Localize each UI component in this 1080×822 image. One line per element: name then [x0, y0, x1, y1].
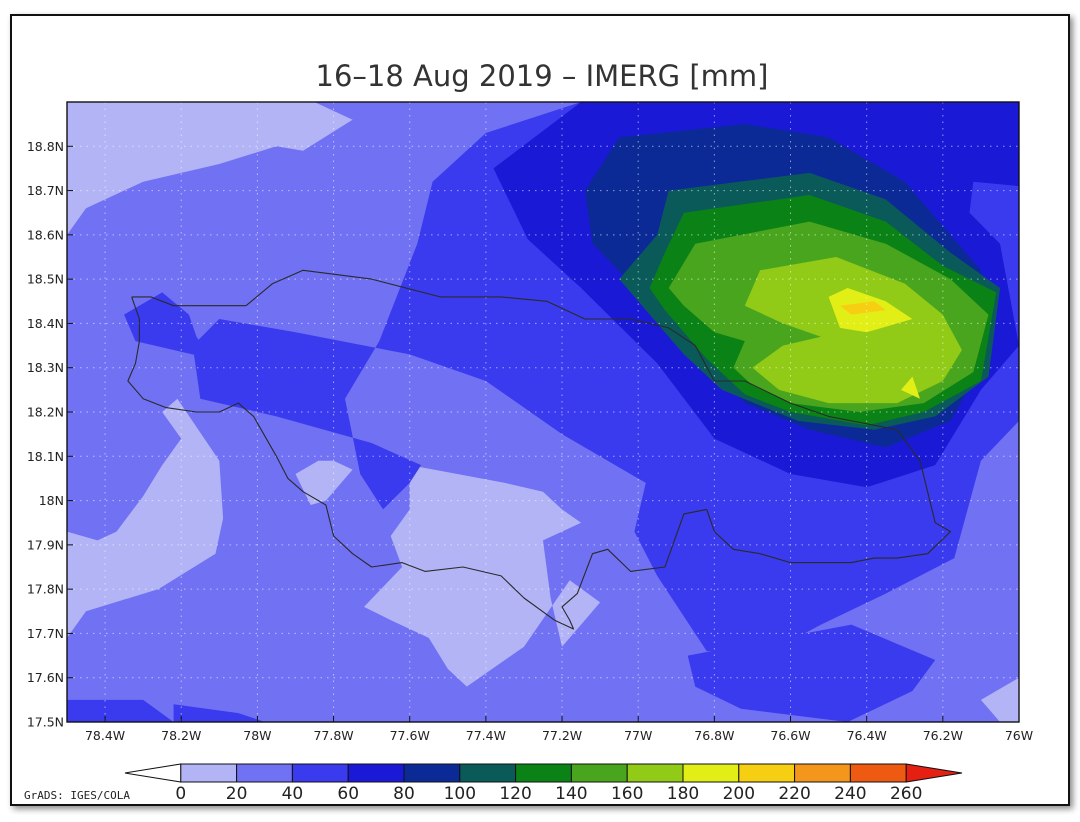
x-tick-label: 76.6W [770, 728, 810, 743]
colorbar: 0 20 40 60 80 100 120 140 160 180 200 220 240 260 [124, 763, 963, 804]
colorbar-level-label: 180 [667, 784, 699, 804]
colorbar-box [180, 763, 238, 783]
contour-fill-layer [67, 102, 1019, 722]
colorbar-box [849, 763, 907, 783]
colorbar-level-label: 260 [890, 784, 922, 804]
y-tick-label: 17.5N [27, 715, 64, 730]
y-axis: 18.8N 18.7N 18.6N 18.5N 18.4N 18.3N 18.2N 18.1N… [27, 139, 73, 730]
y-tick-label: 17.9N [27, 537, 64, 552]
colorbar-box [291, 763, 349, 783]
x-tick-label: 76.2W [923, 728, 963, 743]
y-tick-label: 18.2N [27, 405, 64, 420]
colorbar-level-label: 80 [393, 784, 415, 804]
colorbar-level-label: 120 [499, 784, 531, 804]
x-tick-label: 76.4W [847, 728, 887, 743]
colorbar-box [459, 763, 517, 783]
y-tick-label: 17.8N [27, 582, 64, 597]
contour-200-region [840, 301, 886, 315]
y-tick-label: 18N [39, 493, 64, 508]
contour-0-region [67, 398, 224, 638]
contour-0-region [980, 677, 1019, 722]
colorbar-box [403, 763, 461, 783]
colorbar-level-label: 40 [282, 784, 304, 804]
y-tick-label: 18.3N [27, 360, 64, 375]
colorbar-box [347, 763, 405, 783]
contour-40-region [687, 624, 936, 722]
colorbar-box [682, 763, 740, 783]
x-tick-label: 78.4W [85, 728, 125, 743]
colorbar-level-label: 140 [555, 784, 587, 804]
colorbar-level-label: 200 [723, 784, 755, 804]
contour-0-region [67, 102, 353, 235]
contour-0-region [364, 465, 601, 687]
x-axis: 78.4W 78.2W 78W 77.8W 77.6W 77.4W 77.2W 77W 76.8… [85, 716, 1033, 743]
x-tick-label: 76.8W [694, 728, 734, 743]
y-tick-label: 18.7N [27, 183, 64, 198]
x-tick-label: 77.6W [390, 728, 430, 743]
colorbar-box [515, 763, 572, 783]
x-tick-label: 78.2W [161, 728, 201, 743]
x-tick-label: 77.8W [313, 728, 353, 743]
colorbar-box [626, 763, 684, 783]
contour-40-region [67, 699, 174, 722]
colorbar-level-label: 60 [337, 784, 359, 804]
contour-0-region [295, 460, 353, 505]
jamaica-coastline [127, 269, 952, 630]
y-tick-label: 17.7N [27, 626, 64, 641]
x-tick-label: 77.2W [542, 728, 582, 743]
colorbar-level-label: 160 [611, 784, 643, 804]
colorbar-box [738, 763, 796, 783]
y-tick-label: 17.6N [27, 670, 64, 685]
grads-credit: GrADS: IGES/COLA [24, 789, 130, 802]
colorbar-box [794, 763, 851, 783]
colorbar-box [570, 763, 628, 783]
y-tick-label: 18.4N [27, 316, 64, 331]
contour-40-region [124, 292, 212, 359]
figure-frame: 16–18 Aug 2019 – IMERG [mm] 78.4W 78.2W 78… [10, 14, 1070, 806]
colorbar-arrow-high [905, 763, 963, 783]
colorbar-arrow-low [124, 763, 182, 783]
contour-180-region [901, 376, 920, 399]
y-tick-label: 18.6N [27, 227, 64, 242]
gridlines [67, 102, 1019, 722]
y-tick-label: 18.5N [27, 272, 64, 287]
rainfall-map-chart: 16–18 Aug 2019 – IMERG [mm] 78.4W 78.2W 78… [24, 59, 1033, 804]
colorbar-level-label: 100 [444, 784, 476, 804]
colorbar-level-label: 20 [226, 784, 248, 804]
x-tick-label: 76W [1005, 728, 1033, 743]
colorbar-level-label: 0 [175, 784, 186, 804]
x-tick-label: 77.4W [466, 728, 506, 743]
colorbar-level-label: 240 [834, 784, 866, 804]
contour-40-region [173, 704, 265, 722]
chart-title: 16–18 Aug 2019 – IMERG [mm] [316, 59, 769, 93]
y-tick-label: 18.1N [27, 449, 64, 464]
y-tick-label: 18.8N [27, 139, 64, 154]
colorbar-level-label: 220 [778, 784, 810, 804]
coastline-layer [127, 269, 952, 630]
x-tick-label: 77W [624, 728, 652, 743]
colorbar-box [236, 763, 293, 783]
x-tick-label: 78W [243, 728, 271, 743]
